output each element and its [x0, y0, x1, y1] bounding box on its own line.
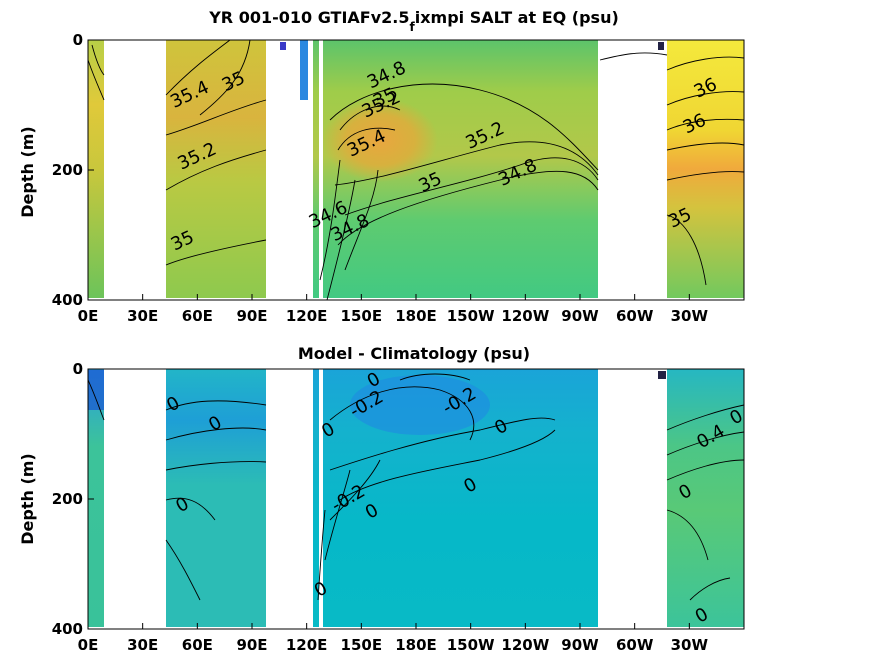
land-gap [319, 369, 323, 627]
x-tick-label: 120E [286, 636, 328, 654]
land-gap [308, 369, 313, 479]
x-tick-label: 180E [395, 307, 437, 325]
y-axis-label-top: Depth (m) [18, 126, 37, 218]
fresh-patch [300, 40, 308, 100]
fresh-patch [280, 42, 286, 50]
x-tick-label: 150E [341, 636, 383, 654]
x-tick-label: 120E [286, 307, 328, 325]
x-tick-label: 0E [78, 307, 99, 325]
region-indian-ocean [166, 40, 266, 298]
y-ticks-top: 0 200 400 [52, 31, 94, 309]
x-tick-label: 180E [395, 636, 437, 654]
x-tick-label: 120W [501, 307, 549, 325]
x-tick-label: 90W [561, 636, 599, 654]
x-tick-label: 90W [561, 307, 599, 325]
x-tick-label: 150W [447, 307, 495, 325]
y-axis-label-bottom: Depth (m) [18, 453, 37, 545]
x-tick-label: 30E [127, 636, 158, 654]
region-atlantic [667, 40, 744, 298]
title-suffix: ixmpi SALT at EQ (psu) [415, 8, 619, 27]
y-tick-label: 200 [52, 161, 83, 179]
anomaly-patch [658, 371, 666, 379]
x-tick-label: 60W [616, 636, 654, 654]
x-tick-label: 90E [236, 307, 267, 325]
land-gap [319, 40, 323, 298]
region-atlantic [667, 369, 744, 627]
negative-anomaly [350, 375, 490, 435]
x-tick-label: 30E [127, 307, 158, 325]
field-top [88, 40, 744, 298]
y-tick-label: 0 [73, 360, 83, 378]
chart-title-bottom: Model - Climatology (psu) [298, 344, 530, 363]
x-ticks-top: 0E 30E 60E 90E 120E 150E 180E 150W 120W 90W 60W 30W [78, 294, 709, 325]
y-tick-label: 400 [52, 291, 83, 309]
chart-title-top: YR 001-010 GTIAFv2.5fixmpi SALT at EQ (p… [208, 8, 619, 34]
x-tick-label: 120W [501, 636, 549, 654]
fresh-patch [658, 42, 664, 50]
anomaly-patch [88, 370, 104, 410]
title-main: YR 001-010 GTIAFv2.5 [208, 8, 409, 27]
title-subscript: f [410, 20, 416, 34]
region-west [88, 369, 104, 627]
x-tick-label: 0E [78, 636, 99, 654]
x-tick-label: 150W [447, 636, 495, 654]
x-tick-label: 30W [671, 307, 709, 325]
x-ticks-bottom: 0E 30E 60E 90E 120E 150E 180E 150W 120W 90W 60W 30W [78, 623, 709, 654]
salinity-core [322, 98, 438, 182]
y-tick-label: 400 [52, 620, 83, 638]
x-tick-label: 150E [341, 307, 383, 325]
region-west [88, 40, 104, 298]
y-tick-label: 200 [52, 490, 83, 508]
contour-lines-top [87, 39, 745, 301]
x-tick-label: 60E [182, 307, 213, 325]
x-tick-label: 60W [616, 307, 654, 325]
x-tick-label: 90E [236, 636, 267, 654]
x-tick-label: 30W [671, 636, 709, 654]
y-tick-label: 0 [73, 31, 83, 49]
land-gap [308, 40, 313, 150]
field-bottom [88, 369, 744, 627]
y-ticks-bottom: 0 200 400 [52, 360, 94, 638]
x-tick-label: 60E [182, 636, 213, 654]
contour-lines-bottom [87, 373, 745, 601]
